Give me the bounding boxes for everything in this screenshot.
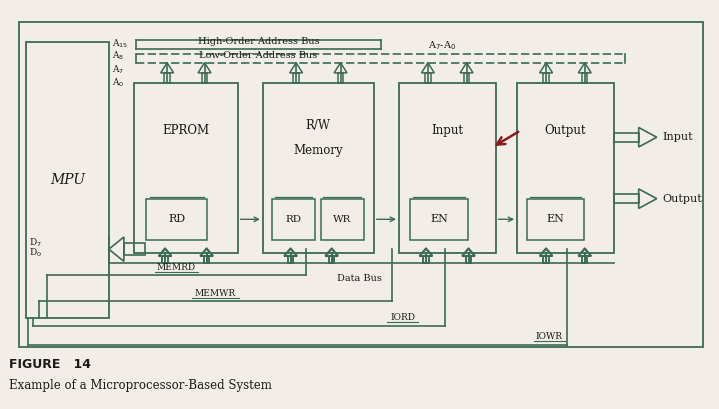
Text: EPROM: EPROM [162,124,209,137]
Bar [614,133,638,142]
Bar [165,73,170,83]
Text: EN: EN [546,214,564,224]
Text: A$_7$-A$_0$: A$_7$-A$_0$ [428,39,456,52]
Text: MEMRD: MEMRD [157,263,196,272]
Text: A$_8$: A$_8$ [112,50,124,63]
Bar [263,83,374,253]
Bar [582,256,587,263]
Text: Low-Order Address Bus: Low-Order Address Bus [199,51,318,60]
Bar [544,256,549,263]
Bar [466,256,471,263]
Bar [162,256,168,263]
Text: A$_7$: A$_7$ [112,63,124,76]
Text: WR: WR [333,215,351,224]
Text: FIGURE   14: FIGURE 14 [9,358,91,371]
Text: D$_7$: D$_7$ [29,237,42,249]
Bar [27,42,109,318]
Bar [544,73,549,83]
Text: A$_{15}$: A$_{15}$ [112,38,129,50]
Bar [464,73,470,83]
Bar [288,256,293,263]
Bar [423,256,429,263]
Bar [272,199,315,240]
Bar [527,199,584,240]
Bar [288,256,293,263]
Bar [124,243,145,255]
Bar [544,256,549,263]
Bar [329,256,334,263]
Text: Data Bus: Data Bus [337,274,382,283]
Text: A$_0$: A$_0$ [112,76,124,89]
Bar [321,199,364,240]
Text: Output: Output [662,193,702,204]
Text: IOWR: IOWR [536,333,563,342]
Bar [582,73,587,83]
Text: Example of a Microprocessor-Based System: Example of a Microprocessor-Based System [9,379,272,392]
Text: Memory: Memory [293,144,343,157]
Bar [423,256,429,263]
Text: IORD: IORD [390,313,415,322]
Text: RD: RD [168,214,186,224]
Bar [614,194,638,203]
Bar [425,73,431,83]
Text: RD: RD [285,215,301,224]
Text: Output: Output [545,124,586,137]
Bar [162,256,168,263]
Bar [204,256,209,263]
Bar [399,83,495,253]
Bar [466,256,471,263]
Text: High-Order Address Bus: High-Order Address Bus [198,37,319,46]
Bar [338,73,343,83]
Bar [582,256,587,263]
Text: EN: EN [430,214,448,224]
Text: MEMWR: MEMWR [195,289,236,298]
Bar [517,83,614,253]
Text: Input: Input [431,124,463,137]
Bar [147,199,207,240]
Text: MPU: MPU [50,173,86,187]
Bar [19,22,703,347]
Bar [202,73,207,83]
Text: R/W: R/W [306,119,331,132]
Bar [134,83,238,253]
Bar [411,199,468,240]
Bar [204,256,209,263]
Bar [293,73,299,83]
Bar [329,256,334,263]
Text: Input: Input [662,132,693,142]
Text: D$_0$: D$_0$ [29,247,42,259]
